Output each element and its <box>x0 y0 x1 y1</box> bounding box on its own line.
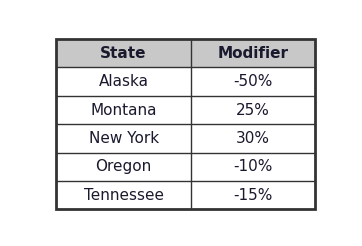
Text: 30%: 30% <box>236 131 270 146</box>
Bar <box>56 39 315 210</box>
Text: Oregon: Oregon <box>96 159 152 174</box>
Bar <box>56 181 315 209</box>
Text: -50%: -50% <box>233 74 272 89</box>
Text: Tennessee: Tennessee <box>84 188 164 203</box>
Text: -15%: -15% <box>233 188 272 203</box>
Text: Modifier: Modifier <box>217 46 288 61</box>
Text: -10%: -10% <box>233 159 272 174</box>
Text: State: State <box>100 46 147 61</box>
Bar <box>56 153 315 181</box>
Text: 25%: 25% <box>236 103 270 118</box>
Bar <box>56 96 315 124</box>
Text: Montana: Montana <box>90 103 157 118</box>
Text: Alaska: Alaska <box>98 74 148 89</box>
Bar <box>56 39 315 67</box>
Text: New York: New York <box>89 131 159 146</box>
Bar <box>56 67 315 96</box>
Bar <box>56 124 315 153</box>
